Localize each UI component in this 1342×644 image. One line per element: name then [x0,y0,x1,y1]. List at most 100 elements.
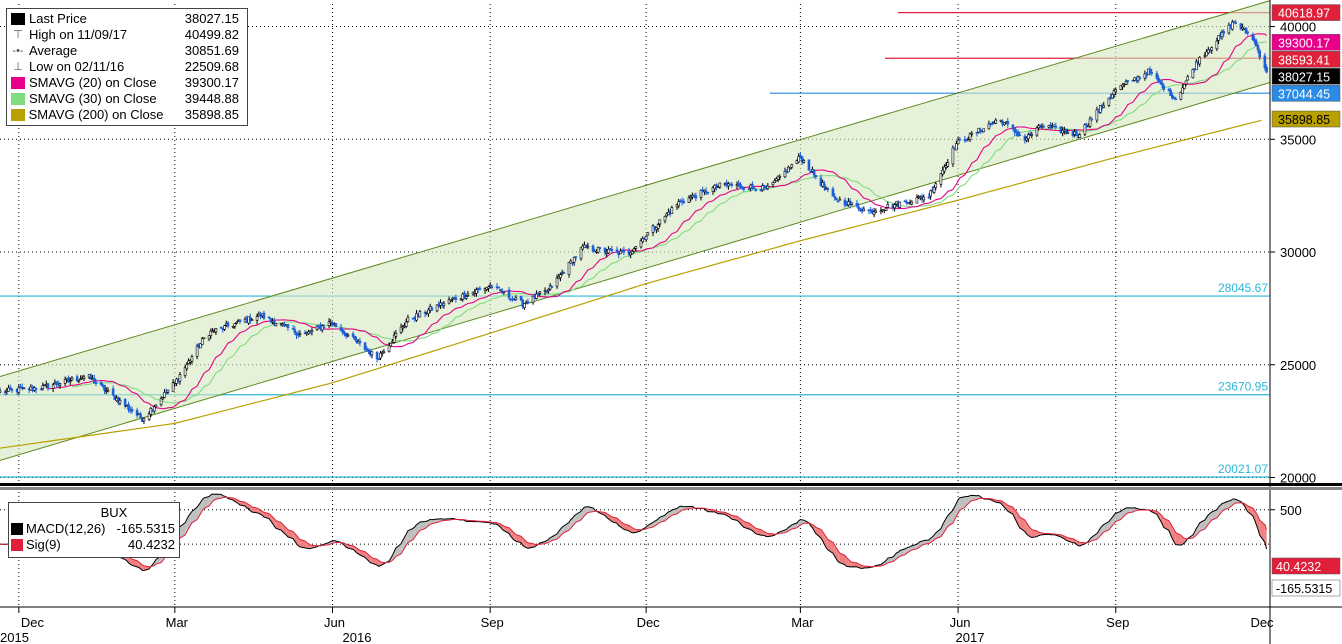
candle [295,331,298,339]
price-label: 38593.41 [1271,51,1341,68]
candle-body [92,377,96,384]
price-label: 40618.97 [1271,4,1341,21]
legend-value: 35898.85 [184,107,239,122]
candle-body [8,387,12,390]
macd-histogram-fill [1180,535,1183,546]
candle-body [915,197,919,204]
candle [185,362,189,371]
macd-label: MACD(12,26) [26,521,106,536]
macd-histogram-fill [1175,532,1181,546]
candle [272,317,276,327]
candle-body [1066,132,1070,134]
candle-body [329,321,333,324]
candle [502,290,506,295]
candle [547,288,550,294]
candle [550,284,554,288]
macd-histogram-fill [428,519,431,526]
macd-histogram-fill [404,534,407,549]
macd-histogram-fill [622,522,624,530]
candle [248,313,252,325]
candle [166,389,170,395]
candle-body [310,330,314,333]
candle [944,162,948,170]
candle [879,206,883,215]
candle [454,294,458,303]
candle-body [1075,130,1078,136]
candle [1155,70,1159,81]
candle-body [307,331,310,335]
x-tick-label: Jun [950,615,971,630]
candle-body [418,311,422,318]
candle-body [562,271,566,274]
candle [946,159,950,168]
macd-histogram-fill [298,537,300,547]
macd-histogram-fill [572,515,575,527]
candle-body [843,199,847,206]
candle [430,306,434,312]
candle-body [979,129,982,132]
candle-body [790,164,794,168]
candle [226,321,230,329]
macd-line [0,493,1268,572]
candle [89,373,93,380]
candle [435,304,439,313]
candle-body [185,364,189,370]
candle [200,336,204,346]
y-tick-label: 25000 [1280,358,1316,373]
candle-body [1174,98,1178,101]
candle [943,164,946,174]
candle-body [523,303,526,308]
macd-histogram-fill [887,557,893,563]
candle [982,128,986,133]
candle [526,298,530,305]
candle [1114,87,1118,96]
candle [929,189,932,200]
candle [1222,29,1226,38]
candle-body [694,195,698,199]
candle-body [1088,118,1092,127]
candle-body [946,162,950,167]
price-label-box [1271,85,1341,102]
candle-body [406,316,410,322]
candle [658,219,662,228]
reference-line-label: 23670.95 [1218,380,1268,394]
candle [631,249,634,255]
candle [1095,106,1099,123]
legend-row-sma200: SMAVG (200) on Close 35898.85 [7,107,247,123]
macd-value-text: 40.4232 [1276,560,1321,574]
macd-histogram-fill [1122,509,1125,518]
candle-body [574,256,578,258]
macd-histogram-fill [1108,519,1111,530]
macd-histogram-fill [839,553,845,565]
panel-separator [0,483,1342,486]
candle-body [682,201,686,203]
legend-square-icon [11,109,25,121]
sma30-line [71,41,1267,404]
macd-histogram-fill [413,526,415,540]
candle [451,297,454,303]
candle-body [1258,50,1262,58]
price-label: 39300.17 [1271,34,1341,51]
candle [46,382,50,391]
macd-histogram-fill [359,550,366,558]
candle-body [113,395,117,401]
candle [574,256,578,261]
candle-body [1160,82,1164,85]
candle [586,242,590,250]
candle-body [295,332,298,336]
candle-body [231,325,235,328]
candle-body [718,182,722,188]
legend-value: 38027.15 [184,11,239,26]
macd-histogram-fill [618,519,621,527]
candle [644,235,648,243]
candle [1111,93,1114,99]
signal-line [0,496,1268,568]
macd-histogram-fill [1026,522,1029,536]
candle-body [627,250,631,255]
candle [562,271,566,274]
candle-body [154,404,158,408]
candle [831,186,835,197]
candle-body [735,184,739,186]
candle-body [51,384,55,389]
